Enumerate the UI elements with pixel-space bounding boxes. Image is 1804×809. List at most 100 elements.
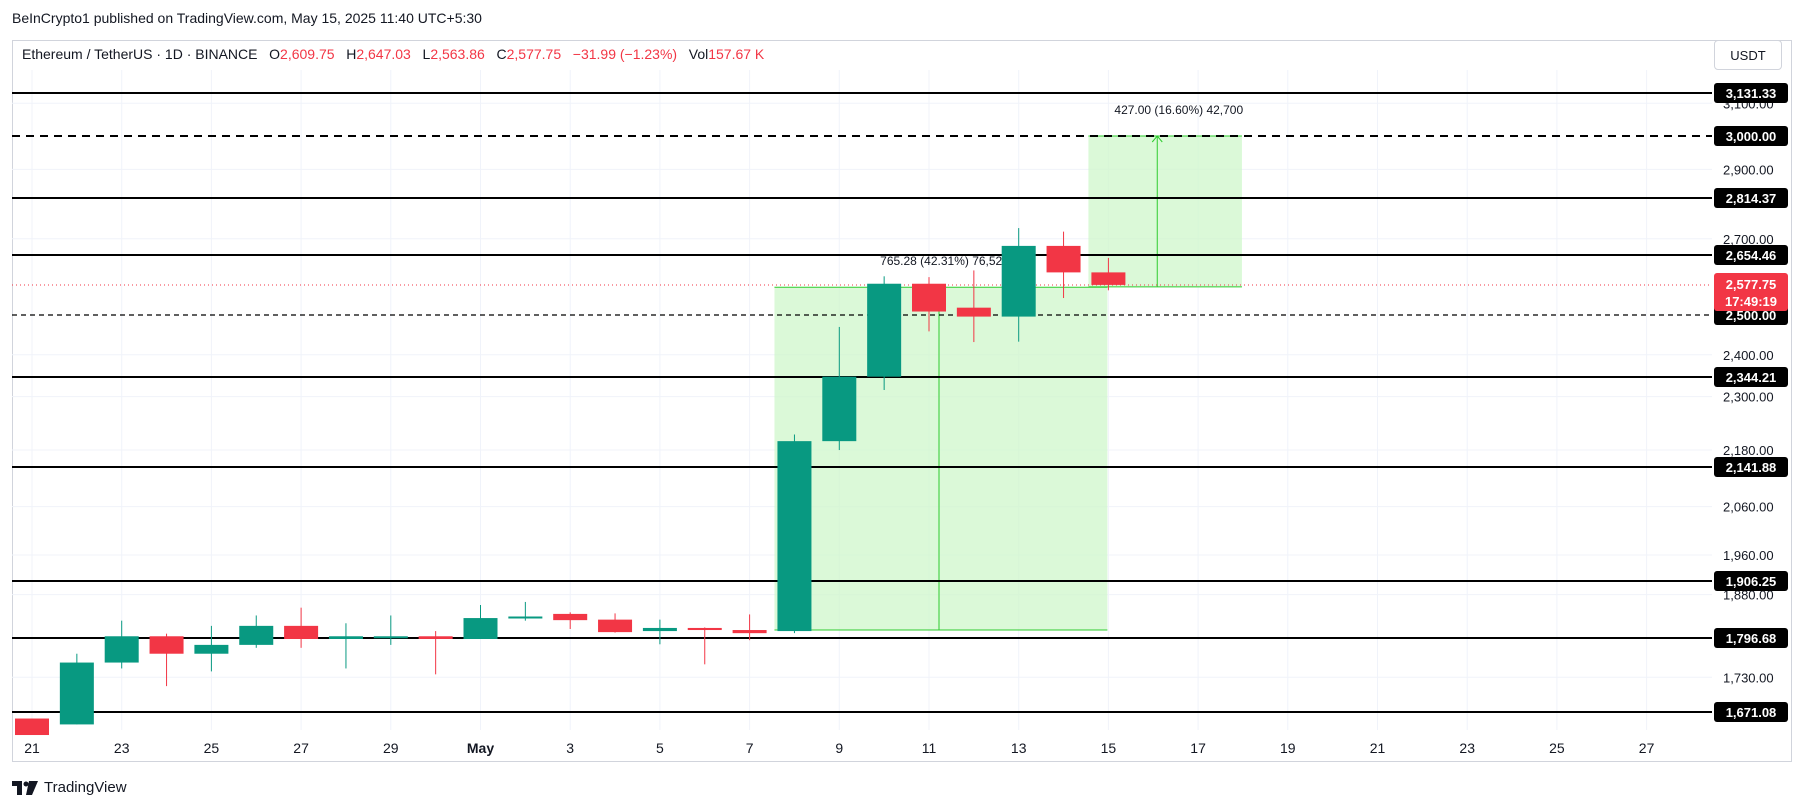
candle-body xyxy=(687,627,722,631)
volume-value: 157.67 K xyxy=(708,46,765,62)
candle-body xyxy=(284,625,319,639)
currency-button[interactable]: USDT xyxy=(1714,40,1782,70)
tradingview-brand: TradingView xyxy=(12,779,127,796)
candle xyxy=(553,612,588,629)
current-price-tag-label: 2,577.75 xyxy=(1726,277,1777,292)
candle-body xyxy=(15,718,49,736)
candle xyxy=(239,615,274,648)
x-tick-label: 3 xyxy=(566,740,574,756)
candle-body xyxy=(642,627,677,632)
level-price-tag xyxy=(1714,245,1788,265)
candle-countdown-label: 17:49:19 xyxy=(1725,294,1777,309)
x-tick-label: 27 xyxy=(1639,740,1655,756)
open-value: 2,609.75 xyxy=(280,46,335,62)
price-range-label: 765.28 (42.31%) 76,528 xyxy=(880,254,1009,268)
candle xyxy=(328,623,363,669)
level-price-tag xyxy=(1714,367,1788,387)
y-tick-label: 2,060.00 xyxy=(1723,500,1774,515)
x-tick-label: 11 xyxy=(922,740,937,756)
level-price-tag-label: 2,344.21 xyxy=(1726,370,1777,385)
level-price-tag xyxy=(1714,457,1788,477)
candle xyxy=(912,277,946,332)
high-value: 2,647.03 xyxy=(356,46,411,62)
y-tick-label: 1,880.00 xyxy=(1723,588,1774,603)
x-tick-label: 5 xyxy=(656,740,664,756)
candle-body xyxy=(239,625,274,645)
ohlc-legend: Ethereum / TetherUS · 1D · BINANCE O2,60… xyxy=(22,46,764,62)
y-tick-label: 2,300.00 xyxy=(1723,390,1774,405)
candle xyxy=(59,653,94,725)
candle-body xyxy=(822,376,857,442)
candle xyxy=(284,607,319,648)
candle-body xyxy=(1046,245,1081,273)
low-value: 2,563.86 xyxy=(430,46,485,62)
y-tick-label: 2,900.00 xyxy=(1723,162,1774,177)
candle xyxy=(1091,257,1126,291)
candle-body xyxy=(956,307,991,317)
price-range-label: 427.00 (16.60%) 42,700 xyxy=(1114,103,1243,117)
level-price-tag-label: 3,000.00 xyxy=(1726,129,1777,144)
candle xyxy=(15,718,49,736)
volume-label: Vol xyxy=(688,46,709,62)
candle-body xyxy=(1091,272,1126,285)
x-tick-label: 23 xyxy=(114,740,130,756)
candle xyxy=(418,631,453,675)
candle xyxy=(732,614,767,641)
candle-body xyxy=(328,636,363,639)
candle xyxy=(1001,228,1036,342)
x-tick-label: 13 xyxy=(1011,740,1027,756)
x-tick-label: 15 xyxy=(1101,740,1117,756)
y-tick-label: 2,400.00 xyxy=(1723,348,1774,363)
level-price-tag xyxy=(1714,83,1788,103)
level-price-tag xyxy=(1714,126,1788,146)
candle xyxy=(373,615,408,645)
x-tick-label: 21 xyxy=(24,740,40,756)
candle xyxy=(104,620,139,669)
tradingview-logo-icon xyxy=(12,780,38,795)
change-value: −31.99 (−1.23%) xyxy=(572,46,678,62)
y-tick-label: 1,730.00 xyxy=(1723,670,1774,685)
price-range-arrowhead xyxy=(1151,135,1163,143)
x-tick-label: May xyxy=(467,740,494,756)
brand-name: TradingView xyxy=(44,779,127,796)
level-price-tag xyxy=(1714,188,1788,208)
level-price-tag xyxy=(1714,628,1788,648)
level-price-tag-label: 1,906.25 xyxy=(1726,574,1777,589)
publisher-line: BeInCrypto1 published on TradingView.com… xyxy=(12,10,482,26)
candle-body xyxy=(1001,245,1036,317)
x-tick-label: 23 xyxy=(1459,740,1475,756)
open-label: O xyxy=(269,46,281,62)
current-price-tag xyxy=(1714,273,1788,311)
candle xyxy=(642,619,677,645)
candle-body xyxy=(463,618,498,639)
candle xyxy=(822,326,857,451)
x-tick-label: 21 xyxy=(1370,740,1386,756)
candle-body xyxy=(104,636,139,663)
candle-body xyxy=(553,613,588,621)
candle xyxy=(149,633,184,687)
candle-body xyxy=(149,636,184,654)
level-price-tag-label: 2,141.88 xyxy=(1726,460,1777,475)
low-label: L xyxy=(422,46,431,62)
candle xyxy=(598,613,633,633)
level-price-tag-label: 2,814.37 xyxy=(1726,191,1777,206)
candle-body xyxy=(194,644,229,654)
symbol-title[interactable]: Ethereum / TetherUS · 1D · BINANCE xyxy=(22,46,258,62)
price-range-box xyxy=(774,287,1108,631)
candle xyxy=(194,625,229,672)
candle-body xyxy=(598,619,633,633)
x-tick-label: 9 xyxy=(835,740,843,756)
candle-body xyxy=(373,636,408,639)
candle-body xyxy=(777,441,812,632)
price-range-box xyxy=(1088,136,1242,287)
x-tick-label: 27 xyxy=(293,740,309,756)
candle xyxy=(956,270,991,343)
level-price-tag-label: 1,796.68 xyxy=(1726,631,1777,646)
x-tick-label: 7 xyxy=(746,740,754,756)
level-price-tag xyxy=(1714,702,1788,722)
y-tick-label: 2,180.00 xyxy=(1723,443,1774,458)
x-tick-label: 25 xyxy=(204,740,220,756)
y-tick-label: 1,960.00 xyxy=(1723,548,1774,563)
x-tick-label: 19 xyxy=(1280,740,1296,756)
